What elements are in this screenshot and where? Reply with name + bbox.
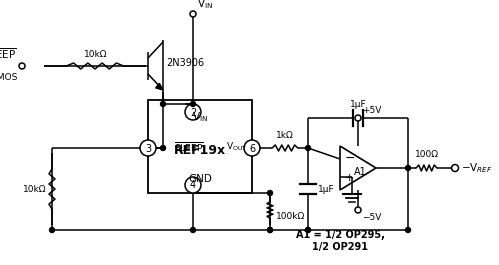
Circle shape <box>49 227 54 232</box>
Circle shape <box>305 227 310 232</box>
Circle shape <box>19 63 25 69</box>
Text: −V$_{REF}$: −V$_{REF}$ <box>461 161 493 175</box>
Circle shape <box>305 227 310 232</box>
Text: 2N3906: 2N3906 <box>166 58 204 68</box>
Circle shape <box>161 101 166 107</box>
Text: 4: 4 <box>190 180 196 191</box>
Circle shape <box>267 191 272 196</box>
Circle shape <box>161 145 166 151</box>
Circle shape <box>185 104 201 120</box>
Text: $\overline{\rm SLEEP}$: $\overline{\rm SLEEP}$ <box>0 46 17 61</box>
Text: 100Ω: 100Ω <box>415 150 439 159</box>
Circle shape <box>406 227 411 232</box>
Text: −5V: −5V <box>362 213 381 222</box>
Text: −: − <box>345 152 355 165</box>
Text: 100kΩ: 100kΩ <box>276 212 305 221</box>
Circle shape <box>305 145 310 151</box>
Text: 10kΩ: 10kΩ <box>22 184 46 193</box>
Circle shape <box>355 207 361 213</box>
Circle shape <box>191 227 196 232</box>
Text: 10kΩ: 10kΩ <box>84 50 108 59</box>
Text: GND: GND <box>188 174 212 184</box>
Text: 1kΩ: 1kΩ <box>276 131 294 140</box>
Polygon shape <box>156 83 163 90</box>
Text: +: + <box>345 173 354 183</box>
Text: 1μF: 1μF <box>350 100 366 109</box>
Circle shape <box>244 140 260 156</box>
Text: A1: A1 <box>354 167 367 177</box>
Circle shape <box>185 177 201 193</box>
Bar <box>148 100 252 193</box>
Circle shape <box>406 166 411 170</box>
Circle shape <box>355 115 361 121</box>
Text: REF19x: REF19x <box>174 144 226 157</box>
Text: 6: 6 <box>249 144 255 153</box>
Circle shape <box>267 227 272 232</box>
Text: V$_{\rm OUT}$: V$_{\rm OUT}$ <box>227 141 248 153</box>
Text: $\overline{\rm SLEEP}$: $\overline{\rm SLEEP}$ <box>174 140 204 154</box>
Text: 2: 2 <box>190 108 196 117</box>
Circle shape <box>452 165 459 171</box>
Text: A1 = 1/2 OP295,
1/2 OP291: A1 = 1/2 OP295, 1/2 OP291 <box>295 230 384 252</box>
Text: TTL/CMOS: TTL/CMOS <box>0 72 17 81</box>
Text: 3: 3 <box>145 144 151 153</box>
Text: V$_{\rm IN}$: V$_{\rm IN}$ <box>192 110 208 124</box>
Text: 1μF: 1μF <box>318 184 335 193</box>
Circle shape <box>190 11 196 17</box>
Circle shape <box>140 140 156 156</box>
Text: +5V: +5V <box>362 106 381 115</box>
Circle shape <box>267 227 272 232</box>
Circle shape <box>191 101 196 107</box>
Text: V$_{\rm IN}$: V$_{\rm IN}$ <box>197 0 213 11</box>
